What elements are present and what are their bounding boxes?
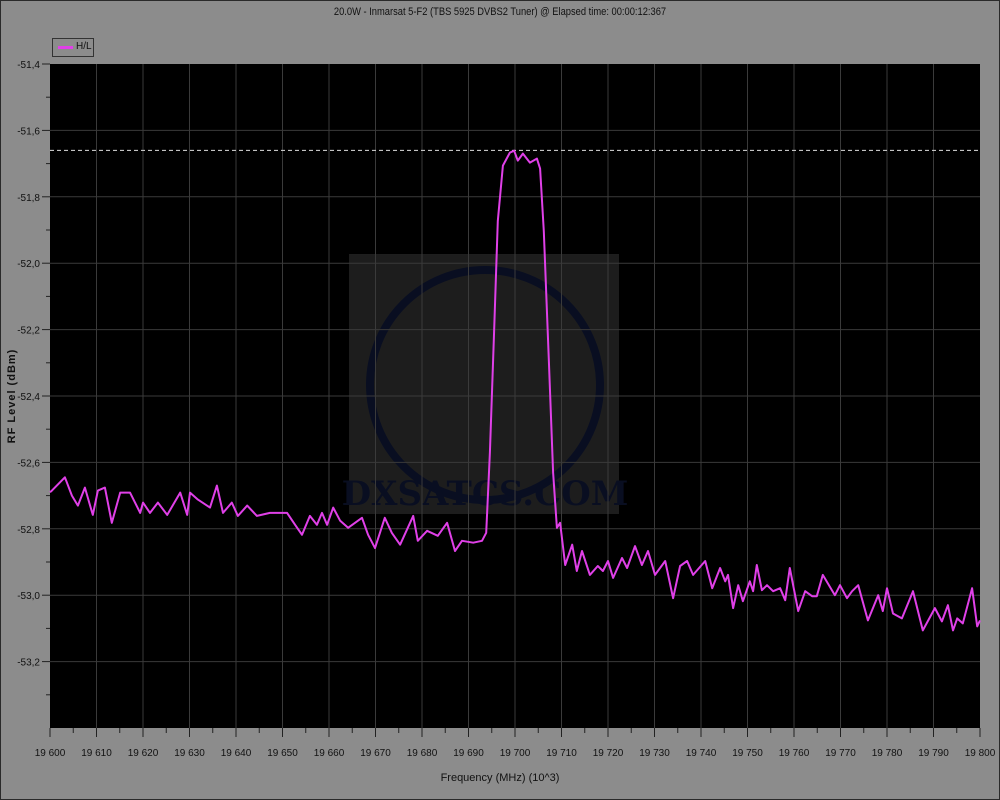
x-tick-label: 19 800 bbox=[965, 748, 996, 759]
x-axis-label: Frequency (MHz) (10^3) bbox=[440, 772, 560, 784]
y-tick-label: -52,8 bbox=[17, 525, 40, 536]
x-tick-label: 19 750 bbox=[732, 748, 763, 759]
chart-title: 20.0W - Inmarsat 5-F2 (TBS 5925 DVBS2 Tu… bbox=[333, 6, 667, 18]
x-tick-label: 19 760 bbox=[779, 748, 810, 759]
legend[interactable]: H/L bbox=[52, 38, 94, 57]
legend-swatch-hl bbox=[58, 46, 73, 49]
x-tick-label: 19 600 bbox=[35, 748, 66, 759]
y-tick-label: -52,6 bbox=[17, 458, 40, 469]
x-tick-label: 19 620 bbox=[128, 748, 159, 759]
x-tick-label: 19 780 bbox=[872, 748, 903, 759]
svg-text:DXSATCS.COM: DXSATCS.COM bbox=[342, 474, 629, 514]
y-tick-label: -53,2 bbox=[17, 658, 40, 669]
legend-label-hl: H/L bbox=[76, 41, 92, 52]
x-tick-label: 19 640 bbox=[221, 748, 252, 759]
x-tick-label: 19 740 bbox=[686, 748, 717, 759]
y-tick-label: -51,8 bbox=[17, 193, 40, 204]
x-tick-label: 19 630 bbox=[174, 748, 205, 759]
y-tick-label: -52,2 bbox=[17, 326, 40, 337]
x-tick-label: 19 670 bbox=[360, 748, 391, 759]
x-tick-label: 19 650 bbox=[267, 748, 298, 759]
series-line-hl bbox=[49, 149, 981, 632]
watermark-logo: DXSATCS.COM bbox=[342, 254, 629, 514]
y-tick-label: -53,0 bbox=[17, 591, 40, 602]
y-tick-label: -52,4 bbox=[17, 392, 40, 403]
y-tick-label: -52,0 bbox=[17, 259, 40, 270]
y-tick-label: -51,6 bbox=[17, 126, 40, 137]
x-tick-label: 19 690 bbox=[453, 748, 484, 759]
x-tick-label: 19 790 bbox=[918, 748, 949, 759]
x-tick-label: 19 730 bbox=[639, 748, 670, 759]
x-tick-label: 19 770 bbox=[825, 748, 856, 759]
x-tick-label: 19 720 bbox=[593, 748, 624, 759]
x-tick-label: 19 700 bbox=[500, 748, 531, 759]
x-tick-label: 19 660 bbox=[314, 748, 345, 759]
x-tick-label: 19 610 bbox=[81, 748, 112, 759]
y-tick-label: -51,4 bbox=[17, 60, 40, 71]
x-tick-label: 19 710 bbox=[546, 748, 577, 759]
x-tick-label: 19 680 bbox=[407, 748, 438, 759]
